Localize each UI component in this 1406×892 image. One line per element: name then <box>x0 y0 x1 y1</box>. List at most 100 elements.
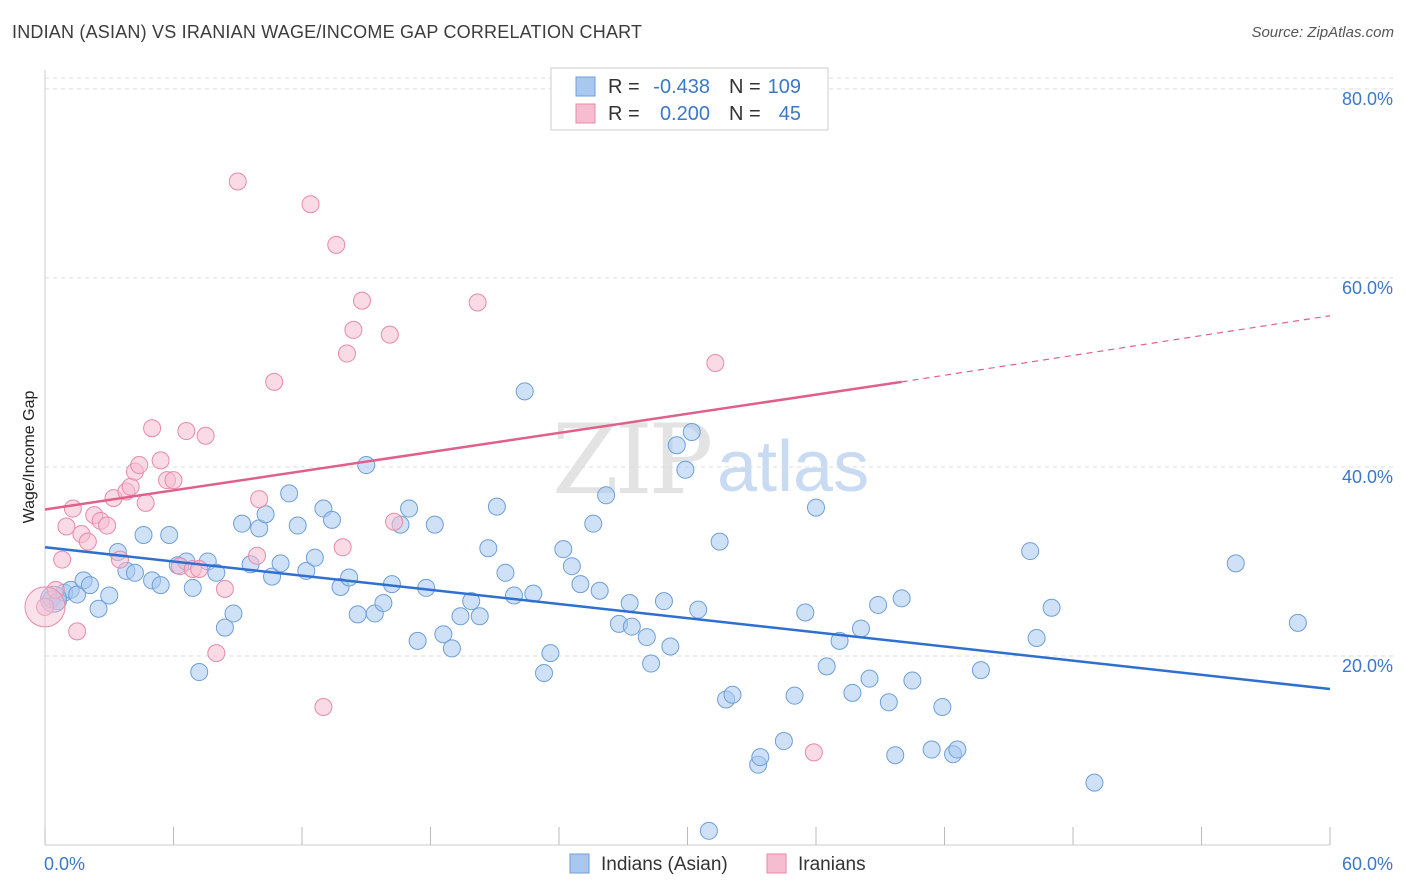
indians-point <box>571 575 590 594</box>
indians-point <box>590 581 609 600</box>
indians-point <box>860 669 879 688</box>
legend-r-value-pink: 0.200 <box>660 103 710 125</box>
indians-point <box>183 578 202 597</box>
trend-line-indians <box>44 546 1331 691</box>
y-tick-label: 80.0% <box>1342 89 1393 109</box>
iranians-point <box>57 517 76 536</box>
indians-point <box>89 599 108 618</box>
indians-point <box>622 617 641 636</box>
legend-swatch-blue <box>575 76 596 97</box>
indians-point <box>442 639 461 658</box>
indians-point <box>584 514 603 533</box>
trend-line-iranians-extension <box>901 315 1331 383</box>
indians-point <box>620 594 639 613</box>
indians-point <box>374 594 393 613</box>
indians-point <box>785 686 804 705</box>
iranians-point <box>248 546 267 565</box>
indians-point <box>207 563 226 582</box>
indians-point <box>462 592 481 611</box>
iranians-point <box>301 195 320 214</box>
bottom-legend-swatch-indians <box>569 853 590 874</box>
iranians-point <box>380 325 399 344</box>
indians-point <box>667 436 686 455</box>
iranians-point <box>215 579 234 598</box>
indians-point <box>151 576 170 595</box>
indians-point <box>597 486 616 505</box>
iranians-point <box>468 293 487 312</box>
trend-lines <box>44 315 1331 691</box>
y-axis-title: Wage/Income Gap <box>21 391 38 524</box>
indians-point <box>400 499 419 518</box>
indians-point <box>710 532 729 551</box>
indians-point <box>948 740 967 759</box>
iranians-point <box>385 512 404 531</box>
bottom-legend-label-iranians: Iranians <box>798 854 866 875</box>
indians-point <box>487 497 506 516</box>
indians-point <box>774 732 793 751</box>
iranians-point <box>121 477 140 496</box>
legend-r-label-blue: R = <box>608 76 640 98</box>
indians-point <box>215 618 234 637</box>
iranians-point <box>314 698 333 717</box>
iranians-point <box>63 499 82 518</box>
indians-point <box>796 603 815 622</box>
indians-point <box>541 644 560 663</box>
iranians-point <box>333 538 352 557</box>
bottom-legend-swatch-iranians <box>766 853 787 874</box>
indians-point <box>933 698 952 717</box>
indians-point <box>535 663 554 682</box>
iranians-point <box>164 471 183 490</box>
indians-point <box>1085 773 1104 792</box>
y-tick-label: 20.0% <box>1342 656 1393 676</box>
indians-point <box>408 631 427 650</box>
indians-point <box>843 683 862 702</box>
iranians-point <box>344 320 363 339</box>
indians-point <box>1226 554 1245 573</box>
indians-point <box>554 540 573 559</box>
indians-point <box>434 625 453 644</box>
legend-swatch-pink <box>575 103 596 124</box>
iranians-point <box>151 451 170 470</box>
indians-point <box>879 693 898 712</box>
indians-point <box>224 604 243 623</box>
y-tick-label: 60.0% <box>1342 278 1393 298</box>
legend-bottom: Indians (Asian) Iranians <box>569 853 866 875</box>
iranians-point <box>53 550 72 569</box>
indians-point <box>80 576 99 595</box>
indians-point <box>190 663 209 682</box>
x-tick-label-max: 60.0% <box>1342 854 1393 874</box>
indians-point <box>689 600 708 619</box>
y-tick-label: 40.0% <box>1342 467 1393 487</box>
indians-point <box>869 595 888 614</box>
indians-point <box>479 539 498 558</box>
indians-point <box>971 661 990 680</box>
indians-point <box>922 740 941 759</box>
bottom-legend-label-indians: Indians (Asian) <box>601 854 728 875</box>
indians-point <box>125 563 144 582</box>
x-tick-label-min: 0.0% <box>44 854 85 874</box>
iranians-point <box>143 419 162 438</box>
indians-point <box>751 748 770 767</box>
indians-point <box>348 605 367 624</box>
series-indians-points <box>40 382 1307 840</box>
legend-r-label-pink: R = <box>608 103 640 125</box>
trend-line-iranians <box>44 380 902 511</box>
indians-point <box>1042 598 1061 617</box>
indians-point <box>134 526 153 544</box>
indians-point <box>562 557 581 576</box>
iranians-point <box>24 586 66 628</box>
indians-point <box>496 563 515 582</box>
iranians-point <box>177 422 196 441</box>
indians-point <box>451 607 470 626</box>
legend-n-value-blue: 109 <box>768 76 801 98</box>
indians-point <box>322 510 341 529</box>
iranians-point <box>98 516 117 535</box>
indians-point <box>340 568 359 587</box>
indians-point <box>1027 629 1046 648</box>
indians-point <box>470 607 489 626</box>
indians-point <box>699 821 718 840</box>
indians-point <box>305 548 324 567</box>
indians-point <box>256 505 275 524</box>
indians-point <box>661 637 680 656</box>
iranians-point <box>337 344 356 363</box>
